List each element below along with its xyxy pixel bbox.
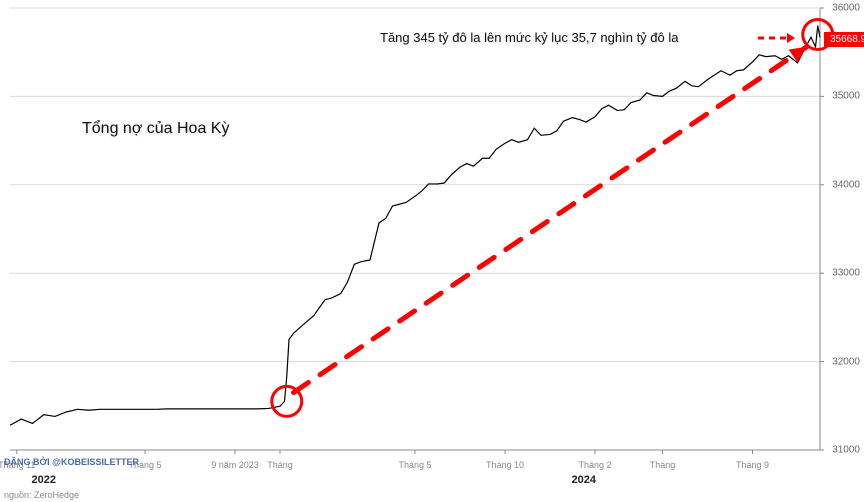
x-tick-year: 2022	[32, 474, 56, 486]
y-tick-label: 36000	[832, 3, 860, 14]
x-tick-month: Tháng	[267, 460, 293, 470]
x-tick-month: Tháng 5	[398, 460, 431, 470]
y-tick-label: 32000	[832, 356, 860, 367]
x-tick-year: 2024	[572, 474, 596, 486]
x-tick-month: Tháng 9	[736, 460, 769, 470]
value-flag: 35668.95	[824, 32, 864, 47]
y-tick-label: 34000	[832, 179, 860, 190]
chart-title: Tổng nợ của Hoa Kỳ	[82, 120, 229, 138]
x-tick-month: 9 năm 2023	[211, 460, 259, 470]
y-tick-label: 35000	[832, 91, 860, 102]
chart-container: 310003200033000340003500036000 Tháng 11T…	[0, 0, 864, 502]
credit-label: ĐĂNG BỞI @KOBEISSILETTER	[4, 457, 139, 467]
source-label: nguồn: ZeroHedge	[4, 490, 79, 500]
x-tick-month: Tháng 10	[486, 460, 524, 470]
x-tick-month: Tháng	[650, 460, 676, 470]
y-tick-label: 33000	[832, 268, 860, 279]
chart-svg	[0, 0, 864, 502]
chart-callout: Tăng 345 tỷ đô la lên mức kỷ lục 35,7 ng…	[380, 30, 679, 45]
y-tick-label: 31000	[832, 445, 860, 456]
x-tick-month: Tháng 2	[578, 460, 611, 470]
